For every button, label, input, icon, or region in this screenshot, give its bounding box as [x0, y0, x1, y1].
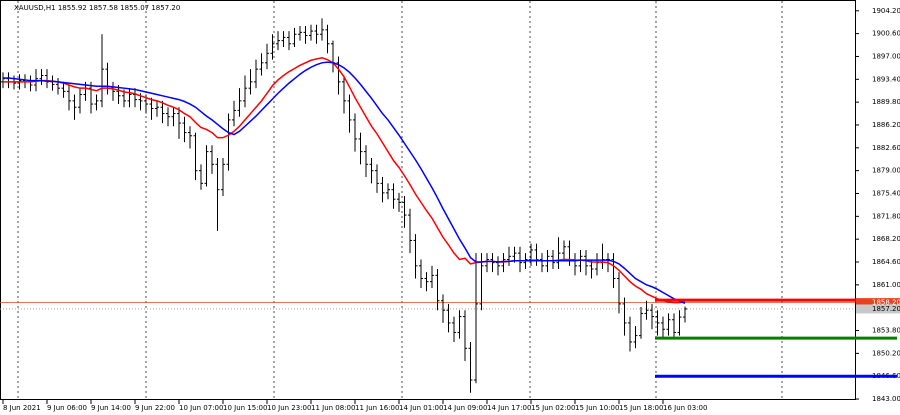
y-tick-label: 1868.20	[872, 235, 900, 243]
price-label: 1857.20	[872, 305, 900, 313]
y-tick-label: 1875.40	[872, 189, 900, 197]
y-tick-label: 1850.20	[872, 349, 900, 357]
x-tick-label: 10 Jun 07:00	[179, 404, 223, 412]
y-tick-label: 1861.00	[872, 281, 900, 289]
x-tick-label: 9 Jun 06:00	[47, 404, 87, 412]
x-tick-label: 16 Jun 03:00	[663, 404, 707, 412]
x-tick-label: 14 Jun 01:00	[399, 404, 443, 412]
x-tick-label: 9 Jun 14:00	[91, 404, 131, 412]
y-tick-label: 1864.60	[872, 258, 900, 266]
plot-frame	[0, 0, 856, 400]
x-tick-label: 14 Jun 17:00	[487, 404, 531, 412]
y-tick-label: 1897.00	[872, 52, 900, 60]
y-tick-label: 1871.80	[872, 212, 900, 220]
x-tick-label: 15 Jun 02:00	[531, 404, 575, 412]
x-tick-label: 8 Jun 2021	[3, 404, 41, 412]
chart-title: XAUUSD,H1 1855.92 1857.58 1855.07 1857.2…	[14, 4, 180, 12]
x-tick-label: 11 Jun 16:00	[355, 404, 399, 412]
grid	[17, 1, 783, 400]
x-tick-label: 10 Jun 23:00	[267, 404, 311, 412]
x-tick-label: 15 Jun 10:00	[575, 404, 619, 412]
price-label-box	[856, 298, 900, 308]
y-tick-label: 1853.80	[872, 327, 900, 335]
y-tick-label: 1904.20	[872, 7, 900, 15]
y-tick-label: 1886.20	[872, 121, 900, 129]
x-tick-label: 14 Jun 09:00	[443, 404, 487, 412]
x-tick-label: 10 Jun 15:00	[223, 404, 267, 412]
y-tick-label: 1900.60	[872, 30, 900, 38]
y-tick-label: 1893.40	[872, 75, 900, 83]
price-label-box	[856, 304, 900, 314]
moving-average	[3, 56, 686, 304]
y-tick-label: 1843.00	[872, 395, 900, 403]
x-tick-label: 15 Jun 18:00	[619, 404, 663, 412]
y-tick-label: 1889.80	[872, 98, 900, 106]
y-tick-label: 1882.60	[872, 144, 900, 152]
x-tick-label: 9 Jun 22:00	[135, 404, 175, 412]
moving-average	[3, 61, 686, 304]
x-tick-label: 11 Jun 08:00	[311, 404, 355, 412]
y-tick-label: 1879.00	[872, 167, 900, 175]
price-label: 1858.20	[872, 299, 900, 307]
